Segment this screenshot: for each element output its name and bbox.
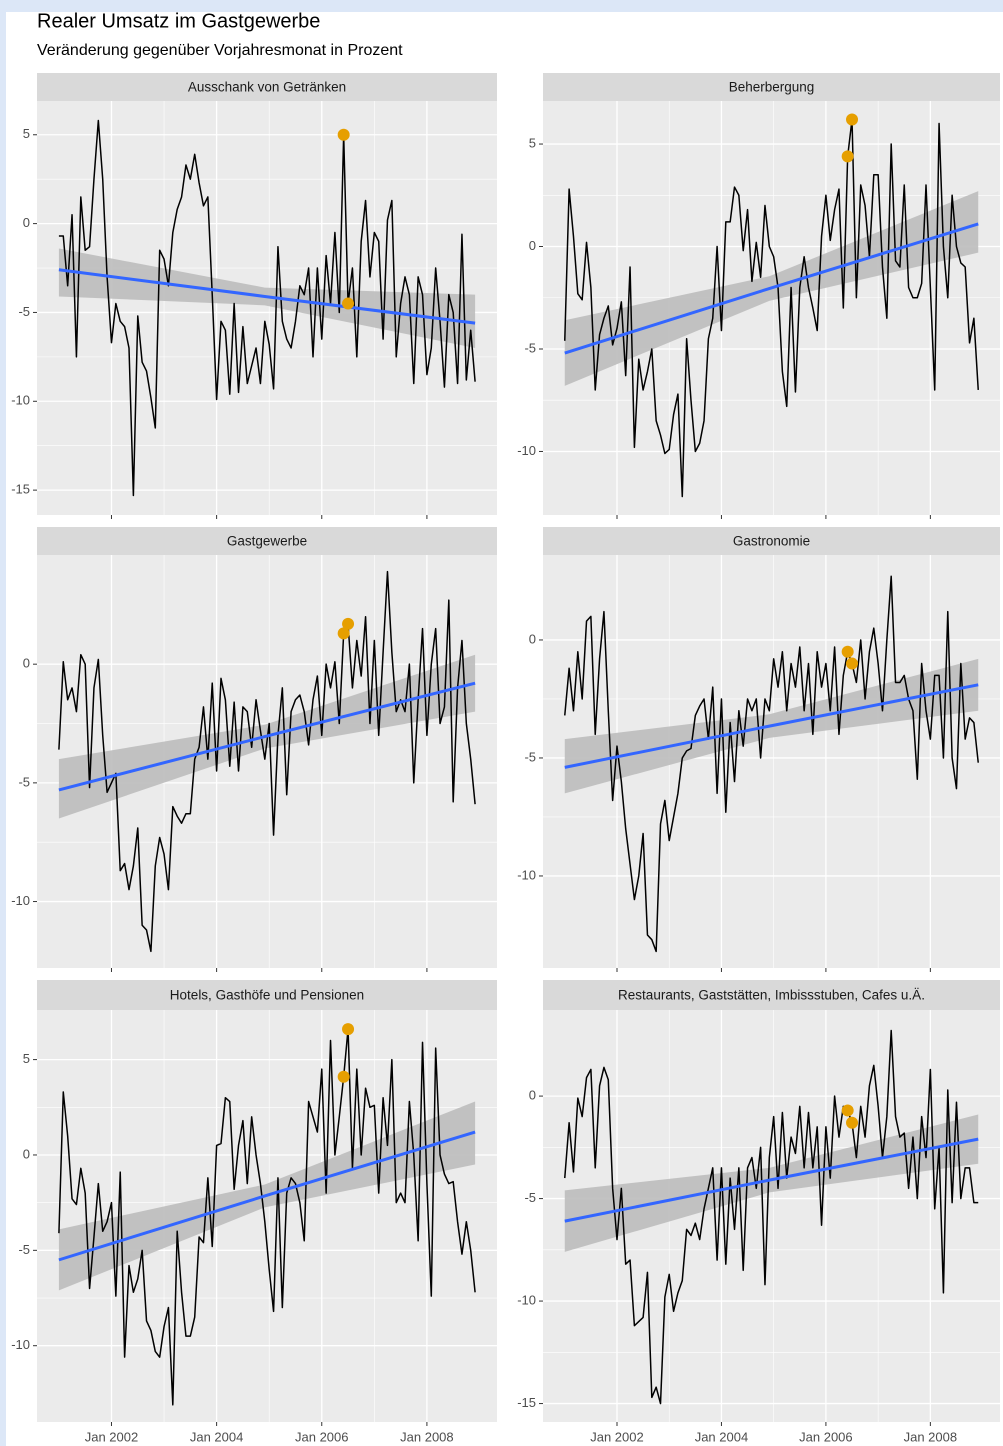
x-tick-label: Jan 2008 — [904, 1429, 958, 1444]
y-tick-label: 5 — [23, 1051, 30, 1066]
strip-background — [543, 73, 1000, 101]
strip-label: Restaurants, Gaststätten, Imbissstuben, … — [618, 988, 925, 1003]
strip-label: Gastgewerbe — [227, 534, 307, 549]
trend-line — [58, 681, 476, 792]
strip-label: Ausschank von Getränken — [188, 80, 346, 95]
strip-background — [37, 527, 497, 555]
y-tick-label: -10 — [517, 1293, 536, 1308]
highlight-point — [846, 113, 859, 126]
trend-line — [564, 1137, 979, 1223]
x-tick-label: Jan 2002 — [590, 1429, 644, 1444]
y-tick-label: -10 — [517, 443, 536, 458]
trend-line — [58, 1130, 476, 1262]
x-tick-label: Jan 2008 — [400, 1429, 454, 1444]
trend-line — [564, 683, 979, 769]
y-tick-label: 0 — [529, 631, 536, 646]
chart-subtitle: Veränderung gegenüber Vorjahresmonat in … — [37, 42, 403, 59]
highlight-point — [342, 297, 355, 310]
y-tick-label: 0 — [23, 215, 30, 230]
y-tick-label: -5 — [524, 749, 536, 764]
y-tick-label: 0 — [23, 656, 30, 671]
panel-background — [543, 101, 1000, 515]
strip-label: Gastronomie — [733, 534, 810, 549]
data-line — [58, 1028, 476, 1406]
y-tick-label: 5 — [529, 135, 536, 150]
x-tick-label: Jan 2004 — [695, 1429, 749, 1444]
data-line — [58, 119, 476, 497]
trend-line — [564, 222, 979, 355]
y-tick-label: -15 — [11, 482, 30, 497]
x-tick-label: Jan 2006 — [799, 1429, 853, 1444]
highlight-point — [342, 617, 355, 630]
y-tick-label: -5 — [18, 304, 30, 319]
strip-background — [543, 527, 1000, 555]
y-tick-label: 5 — [23, 126, 30, 141]
y-tick-label: -5 — [524, 1190, 536, 1205]
strip-label: Beherbergung — [729, 80, 815, 95]
highlight-point — [841, 645, 854, 658]
strip-background — [543, 980, 1000, 1010]
trend-line — [58, 268, 476, 325]
data-line — [58, 570, 476, 953]
highlight-point — [841, 1104, 854, 1117]
highlight-point — [337, 128, 350, 141]
highlight-point — [337, 1070, 350, 1083]
y-tick-label: -10 — [11, 393, 30, 408]
highlight-point — [846, 657, 859, 670]
y-tick-label: 0 — [529, 1088, 536, 1103]
top-band — [0, 0, 1003, 12]
left-band — [0, 0, 6, 1446]
y-tick-label: 0 — [529, 238, 536, 253]
highlight-point — [337, 627, 350, 640]
strip-background — [37, 73, 497, 101]
x-tick-label: Jan 2002 — [85, 1429, 139, 1444]
y-tick-label: 0 — [23, 1146, 30, 1161]
chart-title: Realer Umsatz im Gastgewerbe — [37, 10, 320, 32]
data-line — [564, 575, 979, 953]
y-tick-label: -10 — [11, 1337, 30, 1352]
y-tick-label: -5 — [524, 340, 536, 355]
y-tick-label: -15 — [517, 1395, 536, 1410]
data-line — [564, 118, 979, 498]
data-line — [564, 1029, 979, 1405]
y-tick-label: -10 — [11, 893, 30, 908]
highlight-point — [846, 1116, 859, 1129]
x-tick-label: Jan 2006 — [295, 1429, 349, 1444]
y-tick-label: -5 — [18, 774, 30, 789]
x-tick-label: Jan 2004 — [190, 1429, 244, 1444]
confidence-band — [564, 1114, 979, 1252]
strip-background — [37, 980, 497, 1010]
y-tick-label: -5 — [18, 1242, 30, 1257]
y-tick-label: -10 — [517, 867, 536, 882]
highlight-point — [342, 1023, 355, 1036]
panel-background — [37, 1010, 497, 1422]
strip-label: Hotels, Gasthöfe und Pensionen — [170, 988, 364, 1003]
highlight-point — [841, 150, 854, 163]
